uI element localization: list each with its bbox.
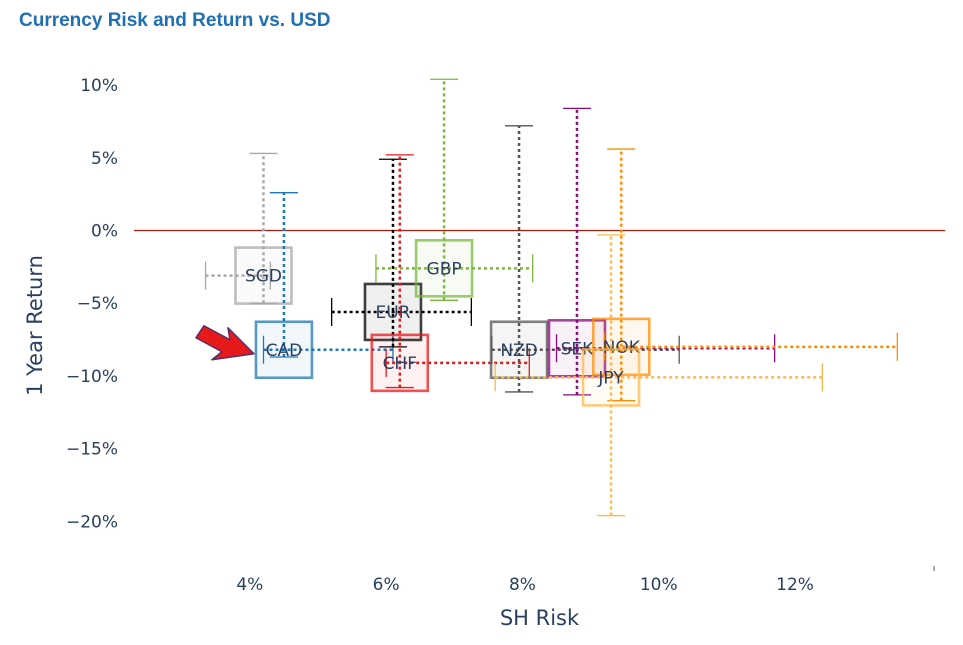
marker-label: GBP [427, 259, 462, 279]
chart-title: Currency Risk and Return vs. USD [19, 10, 331, 31]
marker-box [254, 320, 314, 380]
series-nzd: NZD [489, 125, 680, 393]
y-tick-label: −5% [77, 294, 118, 314]
series-sgd: SGD [204, 152, 293, 305]
marker-label: CHF [383, 354, 417, 374]
marker-box [581, 348, 641, 407]
x-tick-label: 4% [236, 575, 263, 595]
x-tick-label: 10% [640, 575, 678, 595]
marker-label: NZD [500, 341, 537, 361]
y-axis-title: 1 Year Return [23, 255, 47, 396]
series-nok: NOK [591, 148, 898, 402]
x-tick-label: 12% [776, 575, 814, 595]
series-gbp: GBP [375, 78, 534, 301]
x-tick-label: 6% [373, 575, 400, 595]
y-tick-label: −10% [66, 367, 118, 387]
y-tick-label: 0% [91, 222, 118, 242]
series-chf: CHF [370, 154, 530, 393]
x-axis-title: SH Risk [500, 606, 580, 630]
series-cad: CAD [254, 192, 394, 380]
marker-box [489, 320, 549, 380]
marker-label: CAD [266, 341, 303, 361]
y-tick-label: −15% [66, 440, 118, 460]
marker-label: SGD [245, 267, 282, 287]
highlight-arrow-icon [195, 325, 255, 361]
axis-layer: 4% 6% 8% 10% 12% 10% 5% 0% −5% −10% −15% −20% [66, 76, 935, 595]
marker-box [363, 282, 423, 342]
marker-label: JPY [597, 368, 624, 388]
series-eur: EUR [330, 158, 472, 348]
series-sek: SEK [547, 107, 776, 396]
y-tick-label: 5% [91, 149, 118, 169]
y-tick-label: −20% [66, 512, 118, 532]
series-jpy: JPY [494, 234, 823, 517]
x-tick-label: 8% [509, 575, 536, 595]
marker-box [234, 246, 293, 305]
arrow-layer [195, 325, 255, 361]
y-tick-label: 10% [80, 76, 118, 96]
marker-label: SEK [561, 339, 595, 359]
marker-box [370, 333, 430, 393]
marker-label: EUR [375, 303, 410, 323]
marker-box [414, 239, 474, 298]
